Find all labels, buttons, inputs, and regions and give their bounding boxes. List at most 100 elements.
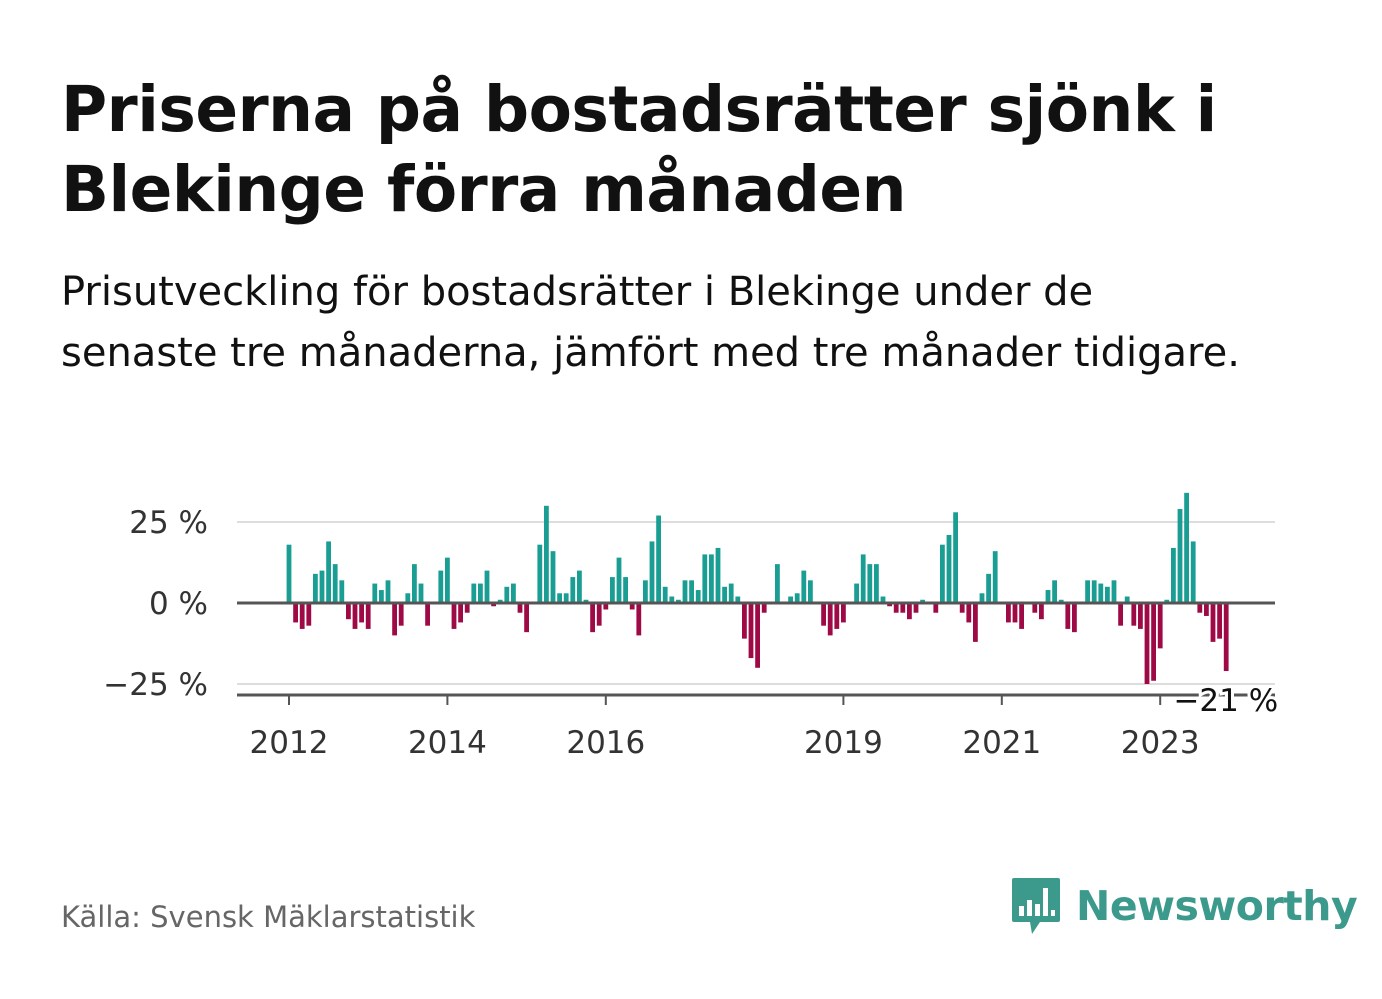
bar	[471, 583, 477, 603]
bar	[854, 583, 859, 603]
newsworthy-logo: Newsworthy	[1010, 876, 1358, 936]
bar	[629, 603, 635, 610]
bar	[313, 573, 318, 603]
bar	[761, 603, 767, 613]
bar	[497, 599, 503, 603]
brand-name: Newsworthy	[1076, 882, 1358, 930]
bar	[286, 544, 292, 603]
x-tick-label: 2012	[250, 725, 329, 761]
bar	[550, 551, 556, 603]
chart-subtitle: Prisutveckling för bostadsrätter i Bleki…	[61, 269, 1240, 376]
bar	[563, 593, 569, 603]
bar	[1124, 596, 1130, 603]
bar	[445, 557, 450, 603]
y-tick-label: 0 %	[149, 586, 208, 622]
source-note: Källa: Svensk Mäklarstatistik	[61, 900, 476, 934]
bar	[735, 596, 741, 603]
bar	[821, 603, 826, 626]
bar	[649, 541, 655, 603]
bar	[451, 603, 457, 629]
bar	[788, 596, 793, 603]
bar	[1091, 580, 1097, 603]
bar	[874, 564, 879, 603]
x-tick-label: 2021	[962, 725, 1041, 761]
bar	[1157, 603, 1163, 649]
y-tick-label: 25 %	[129, 505, 208, 541]
bar	[1177, 509, 1183, 603]
y-tick-label: −25 %	[103, 667, 208, 703]
bar	[1065, 603, 1071, 629]
bar	[1032, 603, 1038, 613]
bar	[1111, 580, 1117, 603]
bar	[1098, 583, 1104, 603]
bar	[557, 593, 562, 603]
bar	[992, 551, 998, 603]
bar	[504, 586, 510, 603]
bar	[986, 573, 991, 603]
bar	[319, 570, 325, 603]
bar	[755, 603, 760, 668]
bar	[1164, 599, 1170, 603]
bar	[1058, 599, 1064, 603]
bar	[913, 603, 919, 613]
bar	[775, 564, 780, 603]
bar	[689, 580, 694, 603]
bar	[359, 603, 364, 623]
bar	[742, 603, 747, 639]
bar	[610, 577, 615, 603]
bar	[1204, 603, 1209, 616]
bar	[1184, 492, 1189, 603]
bar	[953, 512, 958, 603]
bar	[959, 603, 965, 613]
bar	[596, 603, 602, 626]
bar	[841, 603, 846, 623]
bar	[352, 603, 358, 629]
bar	[418, 583, 424, 603]
bar	[405, 593, 411, 603]
bar	[484, 570, 490, 603]
bar	[1171, 547, 1176, 603]
bar	[1105, 586, 1110, 603]
bar	[385, 580, 391, 603]
bar	[860, 554, 866, 603]
bar	[590, 603, 595, 633]
bar	[794, 593, 800, 603]
bar	[893, 603, 899, 613]
bar	[643, 580, 648, 603]
bar	[1144, 603, 1150, 684]
bar	[1217, 603, 1222, 639]
bar	[1012, 603, 1018, 623]
bar	[379, 590, 384, 603]
bar	[1039, 603, 1044, 620]
bar	[695, 590, 701, 603]
bar	[1019, 603, 1024, 629]
bar	[940, 544, 945, 603]
bar	[801, 570, 807, 603]
bar	[682, 580, 688, 603]
bar	[346, 603, 351, 620]
bar	[392, 603, 397, 636]
bar	[1006, 603, 1011, 623]
bar	[326, 541, 331, 603]
bar	[662, 586, 668, 603]
newsworthy-logo-icon	[1012, 878, 1060, 934]
bar	[603, 603, 609, 610]
bar	[1085, 580, 1090, 603]
bar	[709, 554, 714, 603]
bar	[570, 577, 576, 603]
bar	[623, 577, 628, 603]
bar	[722, 586, 727, 603]
bar	[946, 534, 952, 603]
bar	[907, 603, 912, 620]
bar	[1072, 603, 1077, 633]
bar	[438, 570, 444, 603]
bar	[616, 557, 622, 603]
bar	[656, 515, 661, 603]
bar	[636, 603, 642, 636]
bar	[332, 564, 338, 603]
bar	[900, 603, 906, 613]
bar	[458, 603, 463, 623]
bar	[880, 596, 886, 603]
x-tick-label: 2019	[804, 725, 883, 761]
bar	[339, 580, 345, 603]
